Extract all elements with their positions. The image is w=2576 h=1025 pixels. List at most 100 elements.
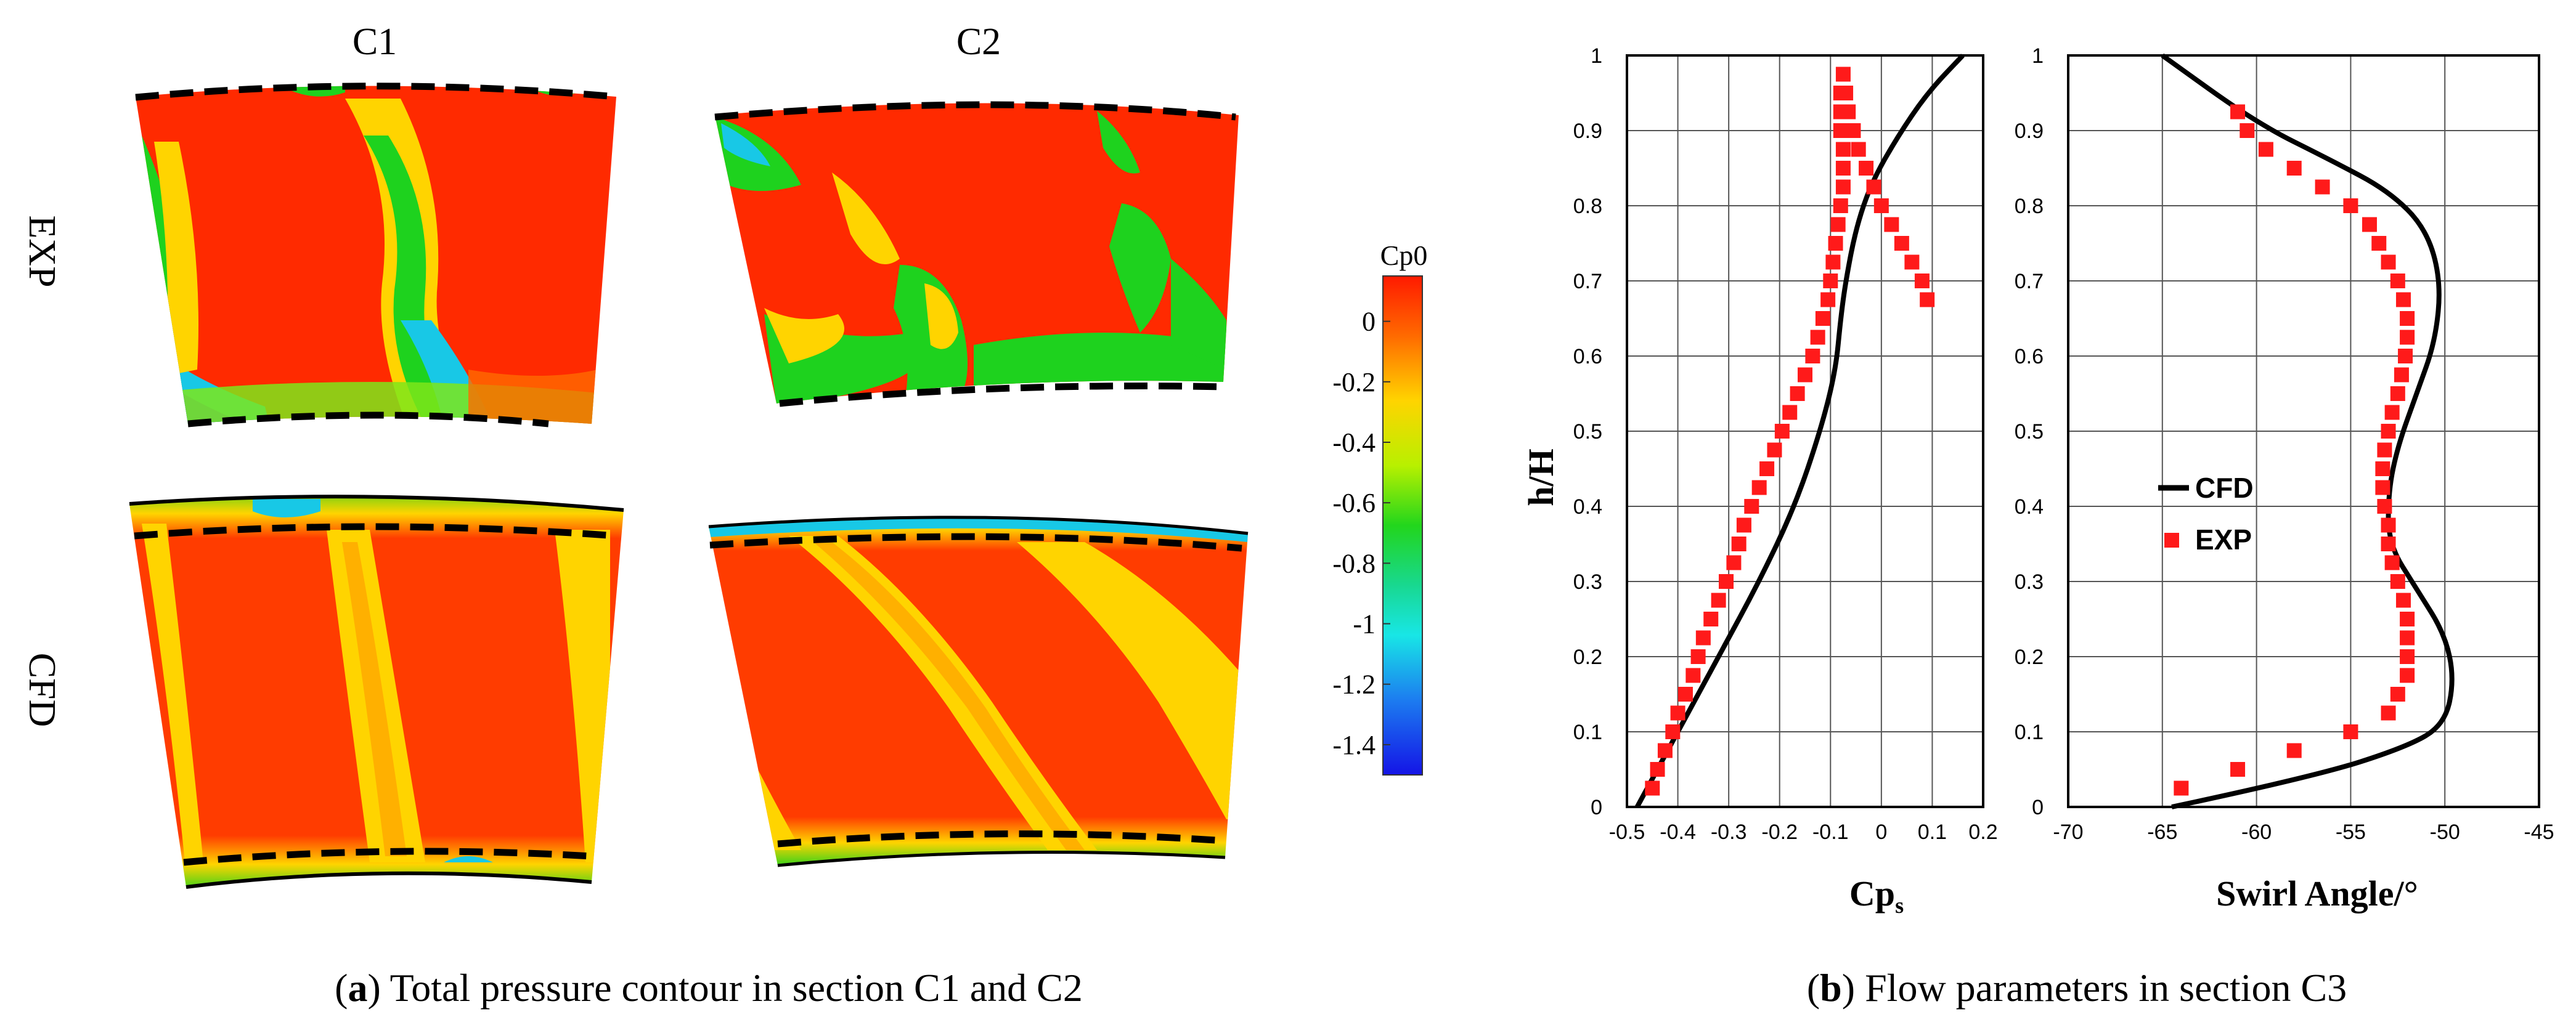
- series-exp-point: [1828, 236, 1843, 251]
- y-tick-label: 1: [2032, 44, 2044, 68]
- y-tick-label: 0.6: [2015, 345, 2044, 368]
- series-exp-point: [1782, 405, 1798, 420]
- panel-a-contours: C1 C2 EXP CFD: [21, 21, 1427, 1010]
- column-label-c1: C1: [353, 21, 397, 63]
- series-exp-point: [2400, 630, 2415, 646]
- legend: CFD EXP: [2158, 472, 2254, 556]
- plot-frame: [2067, 54, 2540, 808]
- series-exp-point: [2381, 254, 2396, 270]
- series-exp-point: [2343, 724, 2358, 739]
- series-exp-point: [2400, 330, 2415, 345]
- x-tick-label: -0.4: [1660, 820, 1696, 844]
- series-exp-point: [1866, 179, 1881, 195]
- y-axis-label: h/H: [1521, 448, 1561, 506]
- y-tick-label: 0.2: [1573, 646, 1602, 669]
- colorbar-tick-label: -0.8: [1332, 548, 1376, 578]
- series-exp-point: [1920, 292, 1935, 307]
- series-exp-point: [2381, 705, 2396, 721]
- y-tick-label: 0.9: [2015, 120, 2044, 143]
- series-exp-point: [2286, 743, 2302, 758]
- x-tick-label: -70: [2053, 820, 2083, 844]
- series-exp-point: [2400, 649, 2415, 664]
- plot-frame: [1626, 54, 1984, 808]
- series-exp-point: [1703, 612, 1719, 626]
- x-tick-label: -65: [2147, 820, 2177, 844]
- colorbar: Cp0 0 -0.2 -0.4 -0.6 -0.8 -1 -1.2 -1.4: [1332, 240, 1428, 776]
- colorbar-tick-label: -0.6: [1332, 488, 1376, 518]
- caption-a-letter: a: [348, 966, 367, 1010]
- y-tick-label: 0.7: [2015, 270, 2044, 293]
- series-exp-point: [1726, 555, 1742, 570]
- series-exp-point: [2371, 236, 2387, 251]
- caption-b-letter: b: [1820, 966, 1842, 1010]
- y-tick-label: 0.1: [2015, 721, 2044, 744]
- series-exp-point: [1835, 179, 1851, 195]
- y-tick-label: 0.5: [1573, 420, 1602, 444]
- series-exp-point: [1815, 311, 1830, 326]
- caption-b: (b) Flow parameters in section C3: [1807, 966, 2347, 1010]
- row-label-cfd: CFD: [21, 653, 63, 727]
- colorbar-tick-label: -0.4: [1332, 427, 1376, 458]
- series-exp-point: [1677, 687, 1693, 702]
- x-axis-label-cps: Cps: [1849, 873, 1904, 918]
- x-tick-label: -60: [2241, 820, 2272, 844]
- x-tick-label: -50: [2430, 820, 2460, 844]
- series-exp-point: [1670, 705, 1685, 721]
- series-exp-point: [1904, 254, 1920, 270]
- series-exp-point: [2384, 555, 2400, 570]
- series-exp-point: [1914, 273, 1930, 288]
- legend-exp-marker: [2164, 533, 2179, 548]
- contour-cfd-c2: [709, 517, 1248, 865]
- series-exp-point: [2377, 499, 2392, 514]
- series-exp-point: [2286, 161, 2302, 176]
- series-exp-point: [2362, 217, 2377, 232]
- series-exp-point: [1820, 292, 1836, 307]
- x-tick-label: -0.1: [1812, 820, 1849, 844]
- series-exp-point: [2400, 668, 2415, 683]
- x-tick-label: 0: [1875, 820, 1887, 844]
- series-exp-point: [1835, 67, 1851, 82]
- series-exp-point: [1805, 349, 1820, 363]
- series-exp-point: [1690, 649, 1706, 664]
- y-tick-label: 0.8: [2015, 195, 2044, 218]
- series-exp-point: [2381, 537, 2396, 551]
- series-exp-point: [1823, 273, 1838, 288]
- panel-b-profiles: -0.5 -0.4 -0.3 -0.2 -0.1 0 0.1 0.2 0 0.1 0.2 0.3 0.4…: [1521, 44, 2554, 1010]
- series-exp-point: [1846, 123, 1861, 138]
- x-axis-label-cps-main: Cp: [1849, 873, 1895, 914]
- series-exp-point: [2400, 612, 2415, 626]
- series-exp-point: [2395, 292, 2411, 307]
- series-exp-point: [2381, 424, 2396, 439]
- contour-exp-c2: [715, 103, 1239, 403]
- plot-swirl-angle: -70 -65 -60 -55 -50 -45 0 0.1 0.2 0.3 0.4 0.5 0.6 0.7…: [2015, 44, 2554, 844]
- series-exp-point: [2394, 367, 2409, 383]
- series-exp-point: [2315, 179, 2330, 195]
- series-exp-point: [1873, 198, 1889, 213]
- y-tick-label: 0.4: [1573, 495, 1602, 519]
- series-exp-point: [1859, 161, 1874, 176]
- x-tick-label: -0.5: [1609, 820, 1645, 844]
- row-label-exp: EXP: [21, 215, 63, 287]
- series-exp-point: [1838, 86, 1854, 100]
- y-tick-label: 0: [1591, 796, 1602, 819]
- series-exp-point: [1711, 593, 1726, 608]
- caption-a: (a) Total pressure contour in section C1…: [335, 966, 1083, 1010]
- series-exp-point: [1736, 517, 1751, 533]
- colorbar-tick-label: -1: [1353, 609, 1376, 639]
- series-exp-point: [1851, 142, 1866, 157]
- series-exp-point: [1894, 236, 1909, 251]
- series-exp-point: [1685, 668, 1701, 683]
- series-exp-point: [1798, 367, 1812, 383]
- colorbar-tick-label: 0: [1362, 307, 1376, 337]
- y-tick-label: 0: [2032, 796, 2044, 819]
- series-exp-point: [1665, 724, 1681, 739]
- colorbar-title: Cp0: [1380, 240, 1428, 271]
- y-tick-label: 0.6: [1573, 345, 1602, 368]
- series-exp-point: [1830, 217, 1846, 232]
- contour-exp-c1: [136, 86, 616, 424]
- x-tick-label: -45: [2524, 820, 2554, 844]
- series-exp-point: [1774, 424, 1790, 439]
- colorbar-tick-label: -1.2: [1332, 670, 1376, 700]
- series-exp-point: [1695, 630, 1711, 646]
